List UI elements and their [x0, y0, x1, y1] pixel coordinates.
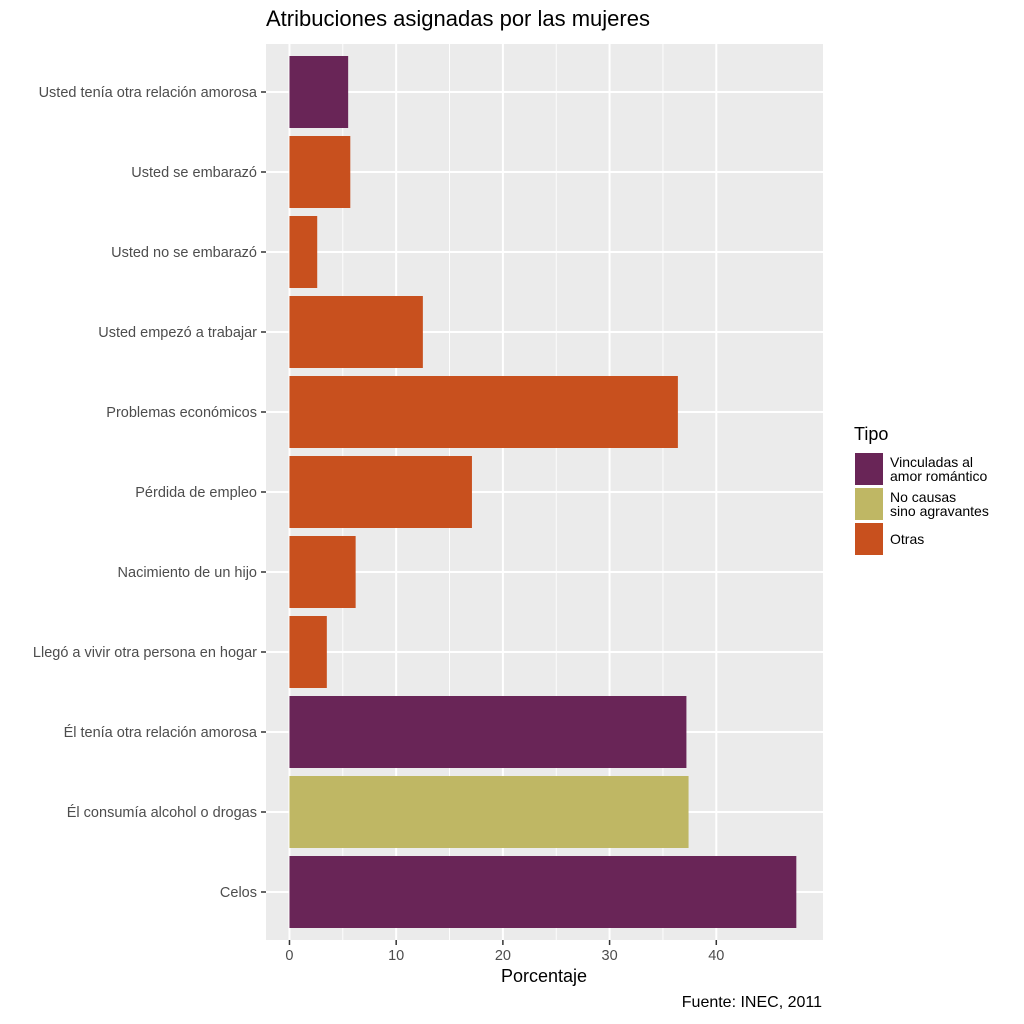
y-tick-label: Llegó a vivir otra persona en hogar	[33, 645, 257, 661]
bar	[289, 296, 423, 368]
chart-title: Atribuciones asignadas por las mujeres	[266, 6, 650, 31]
legend-key-romantic	[854, 452, 884, 486]
legend-label-aggravating: No causas sino agravantes	[890, 489, 989, 519]
bar	[289, 616, 327, 688]
bars	[289, 56, 797, 928]
bar	[289, 136, 351, 208]
bar	[289, 56, 349, 128]
source-caption: Fuente: INEC, 2011	[681, 994, 822, 1011]
legend-item-aggravating: No causas sino agravantes	[854, 487, 989, 521]
y-tick-label: Pérdida de empleo	[135, 485, 257, 501]
legend: Tipo Vinculadas al amor romántico No cau…	[854, 424, 989, 557]
legend-key-aggravating	[854, 487, 884, 521]
x-tick-label: 10	[388, 948, 404, 964]
y-tick-label: Celos	[220, 885, 257, 901]
bar	[289, 536, 356, 608]
y-tick-label: Usted se embarazó	[131, 165, 257, 181]
x-tick-label: 40	[708, 948, 724, 964]
bar	[289, 456, 472, 528]
x-tick-label: 30	[602, 948, 618, 964]
y-tick-label: Él tenía otra relación amorosa	[64, 724, 258, 741]
y-tick-label: Problemas económicos	[106, 405, 257, 421]
legend-label-other: Otras	[890, 531, 925, 547]
y-tick-label: Usted no se embarazó	[111, 245, 257, 261]
legend-key-other	[854, 522, 884, 556]
y-tick-label: Él consumía alcohol o drogas	[67, 804, 257, 821]
legend-label-romantic: Vinculadas al amor romántico	[890, 454, 988, 484]
legend-item-romantic: Vinculadas al amor romántico	[854, 452, 989, 486]
legend-title: Tipo	[854, 424, 889, 444]
x-tick-label: 20	[495, 948, 511, 964]
bar	[289, 856, 797, 928]
bar	[289, 776, 689, 848]
y-tick-label: Usted tenía otra relación amorosa	[39, 85, 258, 101]
bar	[289, 376, 678, 448]
x-tick-label: 0	[285, 948, 293, 964]
legend-item-other: Otras	[854, 522, 989, 556]
bar	[289, 216, 318, 288]
axes: Usted tenía otra relación amorosa Usted s…	[33, 85, 724, 964]
x-axis-title: Porcentaje	[501, 966, 587, 986]
y-tick-label: Nacimiento de un hijo	[118, 565, 257, 581]
y-tick-label: Usted empezó a trabajar	[98, 325, 257, 341]
bar	[289, 696, 687, 768]
